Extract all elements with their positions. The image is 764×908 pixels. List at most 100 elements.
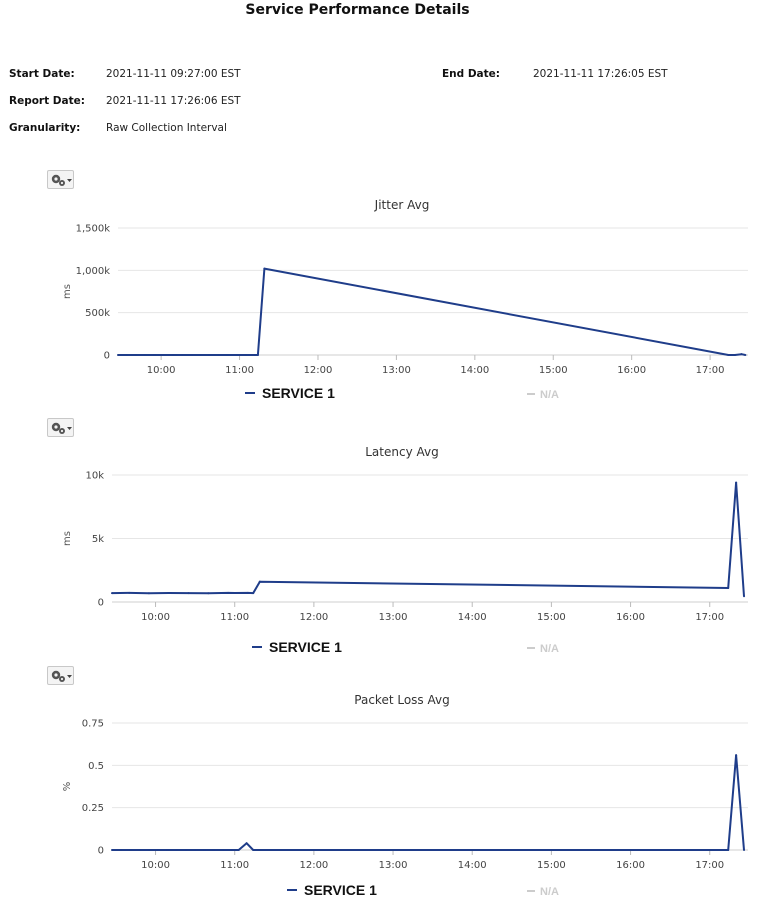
x-tick-label: 17:00 xyxy=(695,612,724,623)
data-point xyxy=(256,354,259,356)
gear-icon xyxy=(51,422,72,434)
series-line xyxy=(111,481,745,597)
jitter-chart-title: Jitter Avg xyxy=(374,198,430,212)
data-point xyxy=(129,849,132,851)
legend-label: SERVICE 1 xyxy=(304,882,377,898)
data-point xyxy=(233,591,236,594)
report-date-value: 2021-11-11 17:26:06 EST xyxy=(106,95,241,107)
data-point xyxy=(231,849,234,851)
data-point xyxy=(175,849,178,851)
x-tick-label: 10:00 xyxy=(147,365,176,376)
data-point xyxy=(740,353,743,356)
data-point xyxy=(263,267,266,270)
legend-item-na[interactable]: N/A xyxy=(527,389,559,401)
data-point xyxy=(111,592,113,595)
legend-item-na[interactable]: N/A xyxy=(527,886,559,898)
data-point xyxy=(237,849,240,851)
y-axis-label: % xyxy=(62,782,73,792)
chart-menu-button-latency[interactable] xyxy=(47,418,74,437)
data-point xyxy=(190,354,193,356)
data-point xyxy=(147,592,150,595)
x-tick-label: 10:00 xyxy=(141,860,170,871)
y-tick-label: 0 xyxy=(98,846,104,857)
data-point xyxy=(735,754,738,757)
x-tick-label: 12:00 xyxy=(299,860,328,871)
data-point xyxy=(171,354,174,356)
y-tick-label: 0 xyxy=(104,351,110,362)
x-tick-label: 17:00 xyxy=(695,860,724,871)
x-tick-label: 15:00 xyxy=(539,365,568,376)
x-tick-label: 10:00 xyxy=(141,612,170,623)
data-point xyxy=(258,580,261,583)
x-tick-label: 14:00 xyxy=(458,860,487,871)
chart-menu-button-packet-loss[interactable] xyxy=(47,666,74,685)
y-tick-label: 5k xyxy=(92,534,104,545)
data-point xyxy=(735,481,738,484)
x-tick-label: 11:00 xyxy=(220,612,249,623)
x-tick-label: 16:00 xyxy=(616,860,645,871)
y-axis-label: ms xyxy=(62,284,73,299)
legend-label: N/A xyxy=(540,643,559,655)
data-point xyxy=(162,354,165,356)
data-point xyxy=(194,849,197,851)
y-tick-label: 1,500k xyxy=(76,224,111,235)
data-point xyxy=(235,354,238,356)
x-tick-label: 13:00 xyxy=(382,365,411,376)
data-point xyxy=(111,849,113,851)
data-point xyxy=(184,849,187,851)
x-tick-label: 13:00 xyxy=(379,860,408,871)
data-point xyxy=(733,354,736,356)
data-point xyxy=(157,849,160,851)
legend-label: N/A xyxy=(540,389,559,401)
data-point xyxy=(245,842,248,845)
data-point xyxy=(727,354,730,356)
y-tick-label: 0 xyxy=(98,598,104,609)
legend-item-service-1[interactable]: SERVICE 1 xyxy=(252,639,342,655)
end-date-label: End Date: xyxy=(442,68,500,80)
data-point xyxy=(208,354,211,356)
data-point xyxy=(187,592,190,595)
x-tick-label: 12:00 xyxy=(299,612,328,623)
data-point xyxy=(217,354,220,356)
latency-chart-title: Latency Avg xyxy=(365,445,438,459)
legend-label: SERVICE 1 xyxy=(269,639,342,655)
x-tick-label: 11:00 xyxy=(220,860,249,871)
data-point xyxy=(246,591,249,594)
x-tick-label: 16:00 xyxy=(617,365,646,376)
x-tick-label: 14:00 xyxy=(458,612,487,623)
data-point xyxy=(135,354,138,356)
y-tick-label: 0.5 xyxy=(88,761,104,772)
data-point xyxy=(258,849,261,851)
chart-menu-button-jitter[interactable] xyxy=(47,170,74,189)
x-tick-label: 12:00 xyxy=(304,365,333,376)
data-point xyxy=(727,587,730,590)
data-point xyxy=(227,591,230,594)
data-point xyxy=(181,354,184,356)
legend-item-na[interactable]: N/A xyxy=(527,643,559,655)
data-point xyxy=(743,595,746,598)
data-point xyxy=(245,354,248,356)
legend-item-service-1[interactable]: SERVICE 1 xyxy=(245,385,335,401)
data-point xyxy=(167,591,170,594)
series-line xyxy=(112,754,745,851)
legend-item-service-1[interactable]: SERVICE 1 xyxy=(287,882,377,898)
data-point xyxy=(252,592,255,595)
data-point xyxy=(252,849,255,851)
y-tick-label: 0.75 xyxy=(82,719,104,730)
gear-icon xyxy=(51,174,72,186)
start-date-value: 2021-11-11 09:27:00 EST xyxy=(106,68,241,80)
start-date-label: Start Date: xyxy=(9,68,75,80)
data-point xyxy=(138,849,141,851)
x-tick-label: 11:00 xyxy=(225,365,254,376)
data-point xyxy=(226,354,229,356)
y-tick-label: 10k xyxy=(85,471,104,482)
y-tick-label: 500k xyxy=(85,308,110,319)
data-point xyxy=(128,591,131,594)
legend-label: N/A xyxy=(540,886,559,898)
x-tick-label: 16:00 xyxy=(616,612,645,623)
data-point xyxy=(147,849,150,851)
data-point xyxy=(727,849,730,851)
end-date-value: 2021-11-11 17:26:05 EST xyxy=(533,68,668,80)
gear-icon xyxy=(51,670,72,682)
x-tick-label: 14:00 xyxy=(460,365,489,376)
